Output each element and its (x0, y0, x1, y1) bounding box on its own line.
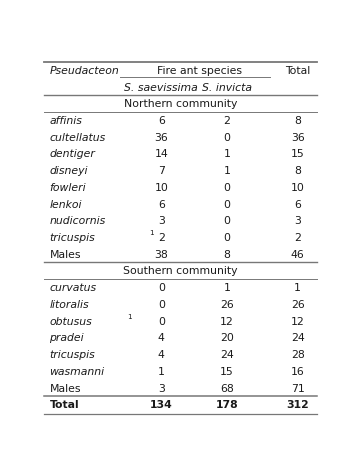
Text: tricuspis: tricuspis (49, 350, 95, 360)
Text: 36: 36 (291, 133, 304, 142)
Text: 2: 2 (158, 233, 165, 243)
Text: 2: 2 (294, 233, 301, 243)
Text: dentiger: dentiger (49, 150, 95, 160)
Text: 15: 15 (291, 150, 304, 160)
Text: 0: 0 (223, 183, 230, 193)
Text: disneyi: disneyi (49, 166, 88, 176)
Text: nudicornis: nudicornis (49, 216, 106, 226)
Text: 46: 46 (291, 250, 304, 260)
Text: Southern community: Southern community (123, 266, 238, 276)
Text: 36: 36 (155, 133, 168, 142)
Text: 0: 0 (223, 233, 230, 243)
Text: 6: 6 (158, 200, 165, 209)
Text: 20: 20 (220, 333, 234, 343)
Text: 0: 0 (158, 317, 165, 327)
Text: 24: 24 (291, 333, 304, 343)
Text: S. invicta: S. invicta (202, 83, 252, 93)
Text: 0: 0 (158, 283, 165, 293)
Text: 38: 38 (155, 250, 168, 260)
Text: Fire ant species: Fire ant species (157, 66, 242, 76)
Text: 0: 0 (158, 300, 165, 310)
Text: 134: 134 (150, 400, 173, 410)
Text: obtusus: obtusus (49, 317, 92, 327)
Text: affinis: affinis (49, 116, 82, 126)
Text: fowleri: fowleri (49, 183, 86, 193)
Text: 16: 16 (291, 367, 304, 377)
Text: 26: 26 (220, 300, 234, 310)
Text: 1: 1 (223, 283, 230, 293)
Text: 0: 0 (223, 216, 230, 226)
Text: 15: 15 (220, 367, 234, 377)
Text: Total: Total (285, 66, 310, 76)
Text: 1: 1 (149, 230, 154, 237)
Text: 4: 4 (158, 333, 165, 343)
Text: curvatus: curvatus (49, 283, 96, 293)
Text: 24: 24 (220, 350, 234, 360)
Text: 8: 8 (294, 116, 301, 126)
Text: tricuspis: tricuspis (49, 233, 95, 243)
Text: 178: 178 (215, 400, 238, 410)
Text: 10: 10 (155, 183, 168, 193)
Text: 3: 3 (294, 216, 301, 226)
Text: Northern community: Northern community (124, 99, 237, 109)
Text: 0: 0 (223, 200, 230, 209)
Text: 1: 1 (223, 150, 230, 160)
Text: 28: 28 (291, 350, 304, 360)
Text: 1: 1 (158, 367, 165, 377)
Text: 68: 68 (220, 383, 234, 393)
Text: 3: 3 (158, 216, 165, 226)
Text: Pseudacteon: Pseudacteon (49, 66, 119, 76)
Text: 6: 6 (294, 200, 301, 209)
Text: 1: 1 (223, 166, 230, 176)
Text: 8: 8 (294, 166, 301, 176)
Text: S. saevissima: S. saevissima (124, 83, 198, 93)
Text: 7: 7 (158, 166, 165, 176)
Text: 8: 8 (223, 250, 230, 260)
Text: 12: 12 (291, 317, 304, 327)
Text: Males: Males (49, 383, 81, 393)
Text: 312: 312 (286, 400, 309, 410)
Text: 0: 0 (223, 133, 230, 142)
Text: pradei: pradei (49, 333, 84, 343)
Text: 10: 10 (291, 183, 304, 193)
Text: 26: 26 (291, 300, 304, 310)
Text: 14: 14 (155, 150, 168, 160)
Text: 3: 3 (158, 383, 165, 393)
Text: 12: 12 (220, 317, 234, 327)
Text: lenkoi: lenkoi (49, 200, 82, 209)
Text: 2: 2 (223, 116, 230, 126)
Text: 1: 1 (127, 314, 132, 320)
Text: wasmanni: wasmanni (49, 367, 105, 377)
Text: cultellatus: cultellatus (49, 133, 106, 142)
Text: 4: 4 (158, 350, 165, 360)
Text: 71: 71 (291, 383, 304, 393)
Text: Total: Total (49, 400, 79, 410)
Text: 1: 1 (294, 283, 301, 293)
Text: 6: 6 (158, 116, 165, 126)
Text: litoralis: litoralis (49, 300, 89, 310)
Text: Males: Males (49, 250, 81, 260)
